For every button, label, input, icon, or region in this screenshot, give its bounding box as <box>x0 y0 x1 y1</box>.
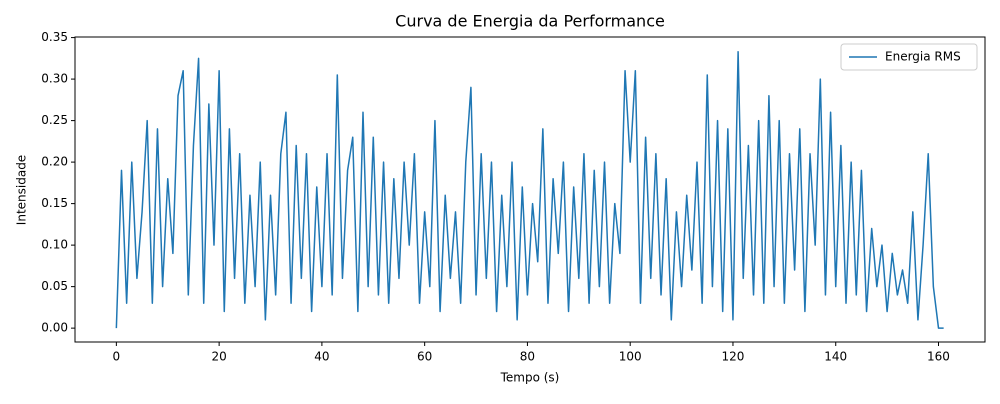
y-tick-label: 0.00 <box>41 321 68 335</box>
x-tick-label: 40 <box>314 350 329 364</box>
plot-frame <box>74 36 986 343</box>
chart-title: Curva de Energia da Performance <box>395 12 665 31</box>
y-tick-label: 0.10 <box>41 238 68 252</box>
y-tick-label: 0.15 <box>41 196 68 210</box>
x-axis-label: Tempo (s) <box>500 371 560 385</box>
x-tick-label: 100 <box>619 350 642 364</box>
y-tick-label: 0.20 <box>41 155 68 169</box>
legend-box <box>840 43 978 71</box>
x-tick-label: 160 <box>927 350 950 364</box>
x-tick-label: 0 <box>113 350 121 364</box>
y-axis-label: Intensidade <box>15 155 29 225</box>
line-series <box>115 50 944 329</box>
x-tick-label: 60 <box>417 350 432 364</box>
x-tick-label: 140 <box>824 350 847 364</box>
y-tick-label: 0.30 <box>41 72 68 86</box>
y-tick-label: 0.05 <box>41 279 68 293</box>
x-tick-label: 120 <box>722 350 745 364</box>
x-tick-label: 80 <box>520 350 535 364</box>
x-tick-label: 20 <box>211 350 226 364</box>
y-tick-label: 0.25 <box>41 113 68 127</box>
legend-label: Energia RMS <box>885 50 961 64</box>
y-tick-label: 0.35 <box>41 30 68 44</box>
